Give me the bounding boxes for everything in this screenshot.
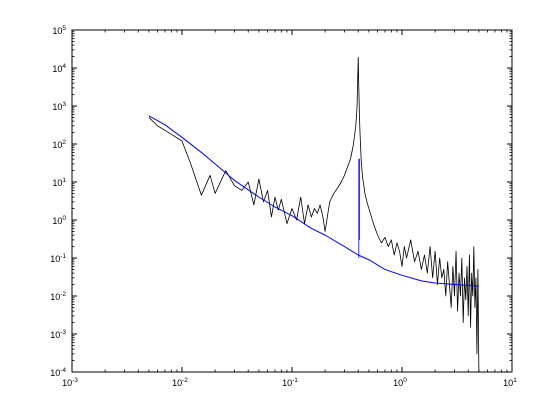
y-tick-label: 105: [52, 25, 66, 36]
x-tick-label: 10-2: [172, 377, 188, 388]
y-tick-label: 10-4: [50, 367, 66, 378]
y-tick-label: 10-2: [50, 291, 66, 302]
x-tick-label: 101: [503, 377, 517, 388]
series-layer: [148, 57, 480, 373]
x-tick-label: 100: [393, 377, 407, 388]
x-tick-label: 10-1: [282, 377, 298, 388]
y-tick-label: 103: [52, 101, 66, 112]
x-tick-label: 10-3: [62, 377, 78, 388]
y-tick-label: 104: [52, 63, 66, 74]
series-noisy-spectrum-line: [148, 57, 480, 373]
y-tick-label: 102: [52, 139, 66, 150]
y-tick-label: 10-3: [50, 329, 66, 340]
y-tick-label: 100: [52, 215, 66, 226]
tick-layer: [71, 29, 513, 373]
label-layer: 10-3 10-2 10-1 100 10110-410-310-210-1100101…: [50, 25, 517, 388]
y-tick-label: 101: [52, 177, 66, 188]
y-tick-label: 10-1: [50, 253, 66, 264]
axes-frame: [71, 29, 513, 373]
series-smooth-fit-line: [148, 115, 479, 287]
series-spike-line: [358, 158, 360, 258]
